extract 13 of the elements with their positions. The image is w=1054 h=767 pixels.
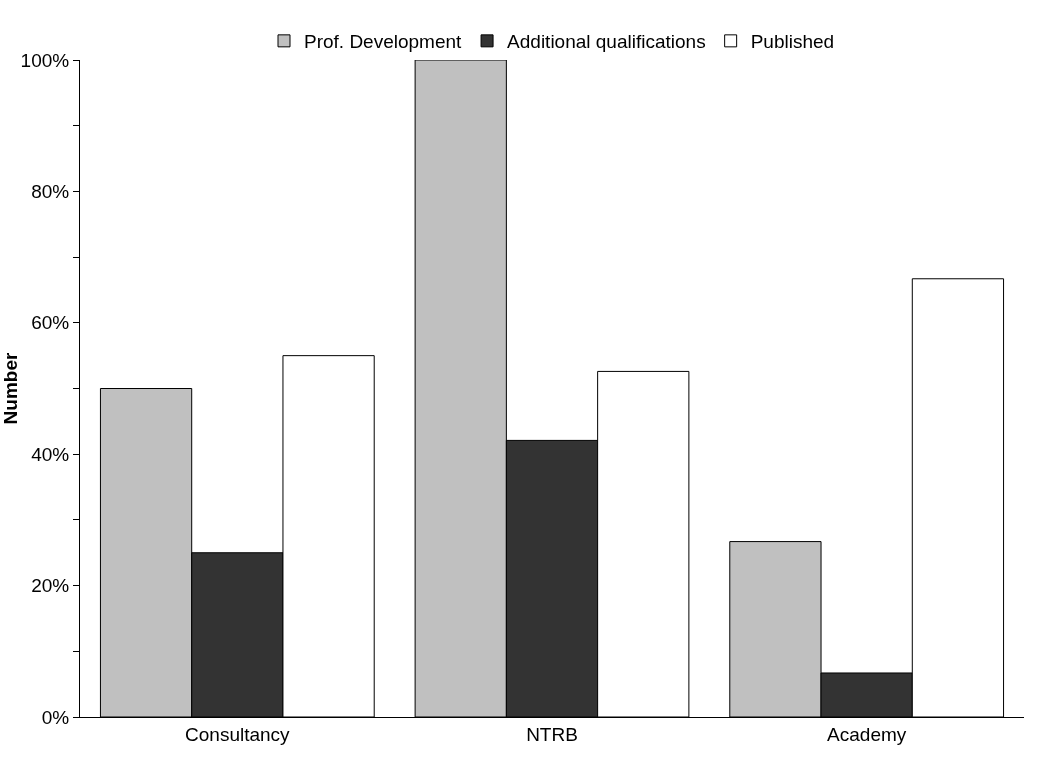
legend-label: Additional qualifications [507,31,706,53]
y-tick-label: 0% [41,706,70,728]
y-tick-label: 80% [31,181,70,203]
legend-label: Published [750,31,835,53]
y-axis-title: Number [0,352,21,425]
y-tick-label: 40% [31,443,70,465]
y-tick-label: 20% [31,575,70,597]
x-tick-label: Academy [827,723,907,745]
x-tick-label: NTRB [526,723,578,745]
y-tick-label: 60% [31,312,70,334]
legend-label: Prof. Development [304,31,463,53]
x-tick-label: Consultancy [185,723,291,745]
y-tick-label: 100% [20,49,70,71]
